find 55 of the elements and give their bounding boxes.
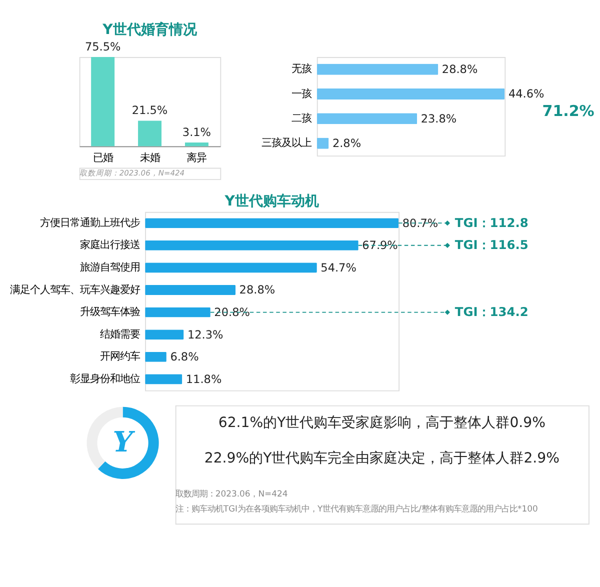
annotation: TGI：134.2 — [454, 305, 528, 320]
y-tick-label: 家庭出行接送 — [80, 239, 140, 252]
data-label: 23.8% — [420, 112, 457, 126]
data-label: 75.5% — [84, 40, 121, 54]
y-tick-label: 一孩 — [292, 88, 312, 100]
bar — [316, 113, 418, 124]
bar — [316, 88, 505, 100]
data-label: 28.8% — [239, 284, 276, 297]
data-label: 44.6% — [508, 88, 544, 101]
text: 22.9%的Y世代购车完全由家庭决定，高于整体人群2.9% — [204, 450, 560, 467]
bar — [145, 218, 399, 228]
y-tick-label: 开网约车 — [100, 350, 140, 363]
bar — [145, 352, 166, 362]
data-label: 6.8% — [170, 350, 200, 364]
y-tick-label: 升级驾车体验 — [80, 306, 140, 318]
bar — [316, 138, 329, 149]
text: 62.1%的Y世代购车受家庭影响，高于整体人群0.9% — [218, 414, 546, 431]
x-tick-label: 未婚 — [140, 152, 160, 164]
y-tick-label: 旅游自驾使用 — [80, 262, 140, 274]
data-label: 2.8% — [332, 137, 362, 150]
bar — [145, 374, 182, 384]
y-tick-label: 无孩 — [292, 63, 312, 76]
donut-slice — [98, 406, 159, 479]
chart-title: Y世代购车动机 — [224, 192, 319, 210]
data-label: 20.8% — [214, 306, 250, 320]
bar — [145, 330, 184, 340]
chart-title: Y世代婚育情况 — [102, 21, 198, 38]
data-label: 12.3% — [187, 328, 224, 342]
x-tick-label: 离异 — [186, 152, 207, 164]
y-tick-label: 满足个人驾车、玩车兴趣爱好 — [10, 284, 140, 296]
data-label: 28.8% — [442, 63, 478, 76]
text: 71.2% — [542, 102, 594, 120]
data-label: 11.8% — [186, 372, 222, 386]
bar — [145, 307, 210, 318]
annotation: TGI：116.5 — [454, 238, 528, 252]
data-label: 67.9% — [362, 239, 398, 252]
text: 取数周期：2023.06，N=424 — [79, 168, 185, 178]
bar — [145, 284, 236, 296]
y-tick-label: 三孩及以上 — [262, 137, 312, 150]
x-tick-label: 已婚 — [92, 152, 113, 164]
data-label: 54.7% — [320, 261, 357, 274]
data-label: 3.1% — [182, 126, 212, 139]
bar — [145, 262, 317, 273]
bar — [316, 64, 438, 75]
annotation: TGI：112.8 — [454, 216, 528, 230]
data-label: 80.7% — [402, 216, 438, 230]
text: 取数周期：2023.06，N=424 — [175, 488, 288, 498]
bar — [145, 240, 358, 250]
y-tick-label: 结婚需要 — [100, 328, 140, 340]
y-tick-label: 二孩 — [292, 112, 312, 124]
data-label: 21.5% — [132, 104, 168, 118]
y-tick-label: 方便日常通勤上班代步 — [40, 216, 140, 229]
text: Y — [112, 425, 136, 458]
text: 注：购车动机TGI为在各项购车动机中，Y世代有购车意愿的用户占比/整体有购车意愿的用户占比*100 — [175, 503, 538, 514]
y-tick-label: 彰显身份和地位 — [70, 373, 140, 386]
